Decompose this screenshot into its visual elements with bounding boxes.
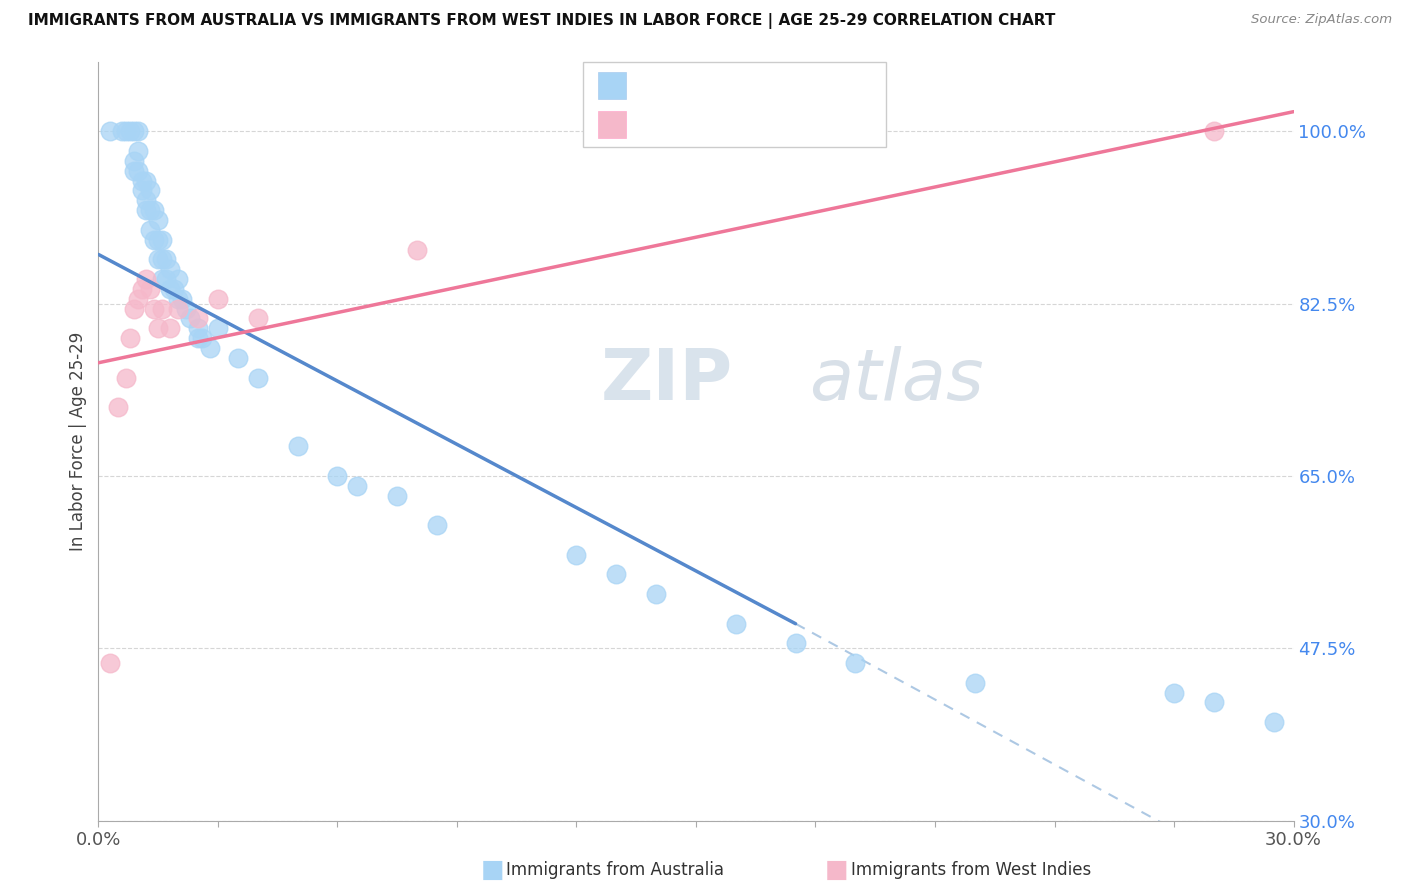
Point (179, 311, 201, 326)
Point (226, 351, 249, 365)
Text: N =: N = (734, 115, 786, 133)
Point (963, 675, 986, 690)
Point (1263, 715, 1285, 730)
Point (1202, 124, 1225, 138)
Point (326, 469, 349, 483)
Point (159, 262, 181, 277)
Point (287, 440, 309, 454)
Text: 58: 58 (779, 77, 804, 95)
Text: ■: ■ (825, 858, 848, 881)
Point (124, 301, 146, 316)
Text: 19: 19 (779, 115, 804, 133)
Point (139, 282, 162, 296)
Point (172, 292, 194, 306)
Text: -0.215: -0.215 (666, 77, 731, 95)
Text: ZIP: ZIP (600, 346, 733, 416)
Point (148, 213, 170, 227)
Point (187, 311, 209, 326)
Point (124, 153, 146, 168)
Point (159, 321, 181, 335)
Text: R =: R = (633, 115, 672, 133)
Point (150, 252, 173, 267)
Text: ■: ■ (481, 858, 503, 881)
Point (127, 144, 149, 158)
Point (150, 301, 173, 316)
Text: Immigrants from West Indies: Immigrants from West Indies (851, 861, 1091, 879)
Text: Source: ZipAtlas.com: Source: ZipAtlas.com (1251, 13, 1392, 27)
Point (167, 292, 190, 306)
Point (98, 124, 122, 138)
Point (155, 272, 177, 286)
Point (124, 163, 146, 178)
Point (131, 173, 153, 187)
Point (207, 292, 229, 306)
Point (605, 567, 627, 582)
Point (135, 194, 157, 208)
Point (163, 282, 186, 296)
Point (406, 243, 429, 257)
Text: atlas: atlas (810, 346, 984, 416)
Y-axis label: In Labor Force | Age 25-29: In Labor Force | Age 25-29 (69, 332, 87, 551)
Point (127, 292, 149, 306)
Point (115, 370, 138, 384)
Point (139, 184, 162, 198)
Point (143, 233, 166, 247)
Point (148, 321, 170, 335)
Text: N =: N = (734, 77, 786, 95)
Point (120, 331, 142, 345)
Point (155, 252, 177, 267)
Point (139, 223, 162, 237)
Point (191, 331, 214, 345)
Point (148, 233, 170, 247)
Point (724, 616, 747, 631)
Point (346, 479, 368, 493)
Point (143, 301, 166, 316)
Text: 0.416: 0.416 (666, 115, 723, 133)
Point (148, 252, 170, 267)
Point (127, 124, 149, 138)
Point (207, 321, 229, 335)
Point (107, 400, 129, 414)
Point (1202, 696, 1225, 710)
Point (246, 311, 269, 326)
Text: Immigrants from Australia: Immigrants from Australia (506, 861, 724, 879)
Point (135, 272, 157, 286)
Text: IMMIGRANTS FROM AUSTRALIA VS IMMIGRANTS FROM WEST INDIES IN LABOR FORCE | AGE 25: IMMIGRANTS FROM AUSTRALIA VS IMMIGRANTS … (28, 13, 1056, 29)
Text: R =: R = (633, 77, 672, 95)
Point (131, 184, 153, 198)
Point (135, 203, 157, 218)
Point (426, 518, 449, 533)
Point (124, 124, 146, 138)
Point (111, 124, 134, 138)
Point (115, 124, 138, 138)
Point (785, 636, 807, 650)
Point (139, 203, 162, 218)
Point (150, 233, 173, 247)
Point (844, 656, 866, 670)
Point (1163, 685, 1185, 699)
Point (174, 301, 197, 316)
Point (385, 489, 409, 503)
Point (120, 124, 142, 138)
Point (565, 548, 588, 562)
Point (246, 370, 269, 384)
Point (159, 282, 181, 296)
Point (98, 656, 122, 670)
Point (167, 301, 190, 316)
Point (127, 163, 149, 178)
Point (198, 341, 221, 355)
Point (167, 272, 190, 286)
Point (150, 272, 173, 286)
Point (187, 331, 209, 345)
Point (187, 321, 209, 335)
Point (131, 282, 153, 296)
Point (135, 173, 157, 187)
Point (645, 587, 668, 601)
Point (143, 203, 166, 218)
